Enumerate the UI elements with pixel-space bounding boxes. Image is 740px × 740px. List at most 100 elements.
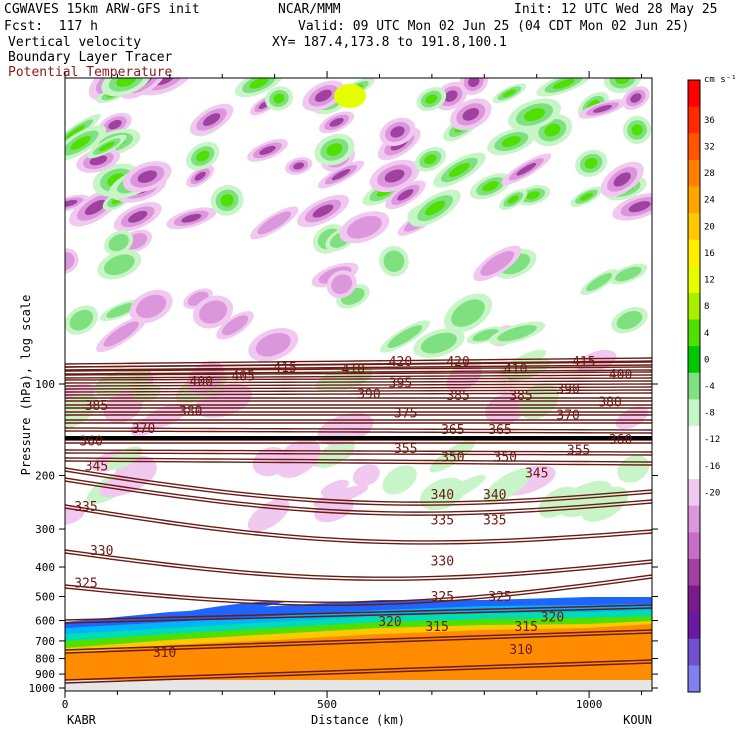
contour-label: 310 [153, 646, 176, 661]
y-tick-label: 600 [35, 615, 55, 628]
contour-label: 340 [431, 488, 454, 503]
vertical-velocity-cell [220, 194, 234, 207]
theta-contour [65, 549, 652, 578]
colorbar-swatch [688, 505, 700, 533]
contour-label: 410 [504, 363, 527, 378]
colorbar-label: 0 [704, 355, 709, 365]
vertical-velocity-cell [480, 250, 515, 276]
vertical-velocity-cell [65, 506, 85, 526]
vertical-velocity-cell [69, 309, 94, 331]
org-label: NCAR/MMM [278, 2, 341, 17]
vertical-velocity-cell [293, 162, 305, 170]
contour-label: 345 [525, 467, 548, 482]
contour-label: 340 [483, 488, 506, 503]
vertical-velocity-cell [628, 201, 651, 213]
vertical-velocity-cell [630, 93, 642, 103]
potential-temperature-contours [65, 357, 652, 684]
colorbar-swatch [688, 612, 700, 640]
right-station: KOUN [623, 713, 652, 727]
contour-label: 315 [514, 620, 537, 635]
contour-label: 335 [74, 500, 97, 515]
contour-label: 330 [90, 544, 113, 559]
y-tick-label: 700 [35, 635, 55, 648]
contour-label: 385 [85, 399, 108, 414]
vertical-velocity-cell [352, 464, 380, 487]
theta-contour [65, 632, 652, 654]
field-boundary-layer-tracer: Boundary Layer Tracer [8, 50, 173, 65]
valid-time: Valid: 09 UTC Mon 02 Jun 25 (04 CDT Mon … [298, 19, 690, 34]
theta-contour [65, 449, 652, 453]
contour-label: 415 [273, 361, 296, 376]
theta-contour [65, 552, 652, 581]
contour-label: 390 [357, 388, 380, 403]
y-tick-label: 300 [35, 523, 55, 536]
contour-label: 355 [394, 442, 417, 457]
y-tick-label: 100 [35, 378, 55, 391]
vertical-velocity-cell [103, 321, 139, 347]
model-title: CGWAVES 15km ARW-GFS init [4, 2, 200, 17]
vertical-velocity-cell [516, 162, 537, 176]
vertical-velocity-cell [255, 332, 291, 357]
colorbar-swatch [688, 346, 700, 374]
colorbar-swatch [688, 80, 700, 108]
contour-label: 380 [598, 396, 621, 411]
contour-label: 370 [556, 409, 579, 424]
contour-label: 345 [85, 460, 108, 475]
vertical-velocity-cell [84, 199, 106, 216]
contour-label: 325 [431, 590, 454, 605]
vertical-velocity-cell [558, 480, 613, 518]
contour-label: 400 [609, 368, 632, 383]
vertical-velocity-cell [320, 479, 349, 497]
vertical-velocity-cell [128, 210, 148, 223]
theta-contour [65, 574, 652, 603]
vertical-velocity-cell [312, 204, 334, 218]
vertical-velocity-cell [444, 90, 458, 102]
contour-label: 355 [567, 443, 590, 458]
theta-contour [65, 604, 652, 621]
contour-label: 385 [446, 389, 469, 404]
colorbar-label: 24 [704, 196, 715, 206]
contour-label: 390 [556, 383, 579, 398]
vertical-velocity-cell [329, 117, 344, 127]
colorbar-swatch [688, 133, 700, 161]
contour-label: 330 [431, 555, 454, 570]
colorbar-unit: cm s⁻¹ [704, 75, 737, 85]
contour-label: 380 [179, 404, 202, 419]
vertical-velocity-cell [451, 299, 485, 327]
theta-contour [65, 360, 652, 368]
vertical-velocity-cell [501, 136, 522, 147]
vertical-velocity-cell [390, 126, 405, 138]
contour-label: 365 [488, 423, 511, 438]
colorbar-label: 12 [704, 276, 715, 286]
vertical-velocity-cell [502, 89, 517, 98]
colorbar: 36 32 28 24 20 16 12 8 4 0 -4 -8 -12 -16 -20 [687, 79, 720, 693]
x-axis-label: Distance (km) [311, 713, 405, 727]
vertical-velocity-cell [507, 195, 519, 204]
forecast-hour: Fcst: 117 h [4, 19, 98, 34]
theta-contour [65, 662, 652, 684]
y-tick-label: 500 [35, 590, 55, 603]
theta-contour [65, 480, 652, 516]
colorbar-swatch [688, 558, 700, 587]
colorbar-label: 8 [704, 302, 709, 312]
theta-contour [65, 383, 652, 387]
x-tick-label: 500 [317, 698, 337, 711]
colorbar-swatch [688, 266, 700, 294]
contour-label: 385 [509, 389, 532, 404]
contour-label: 335 [483, 513, 506, 528]
colorbar-label: 20 [704, 222, 715, 232]
vertical-velocity-cell [275, 439, 321, 478]
colorbar-swatch [688, 159, 700, 187]
vertical-velocity-cell [462, 107, 480, 121]
x-axis: 0 500 1000 [62, 71, 643, 711]
vertical-velocity-cell [425, 94, 438, 104]
theta-contour [65, 366, 652, 372]
vertical-velocity-cell [382, 465, 417, 495]
vertical-velocity-shading [65, 78, 652, 691]
colorbar-label: -20 [704, 488, 720, 498]
theta-contour [65, 507, 652, 545]
theta-contour [65, 452, 652, 456]
contour-label: 350 [441, 450, 464, 465]
vertical-velocity-cell [424, 154, 437, 165]
